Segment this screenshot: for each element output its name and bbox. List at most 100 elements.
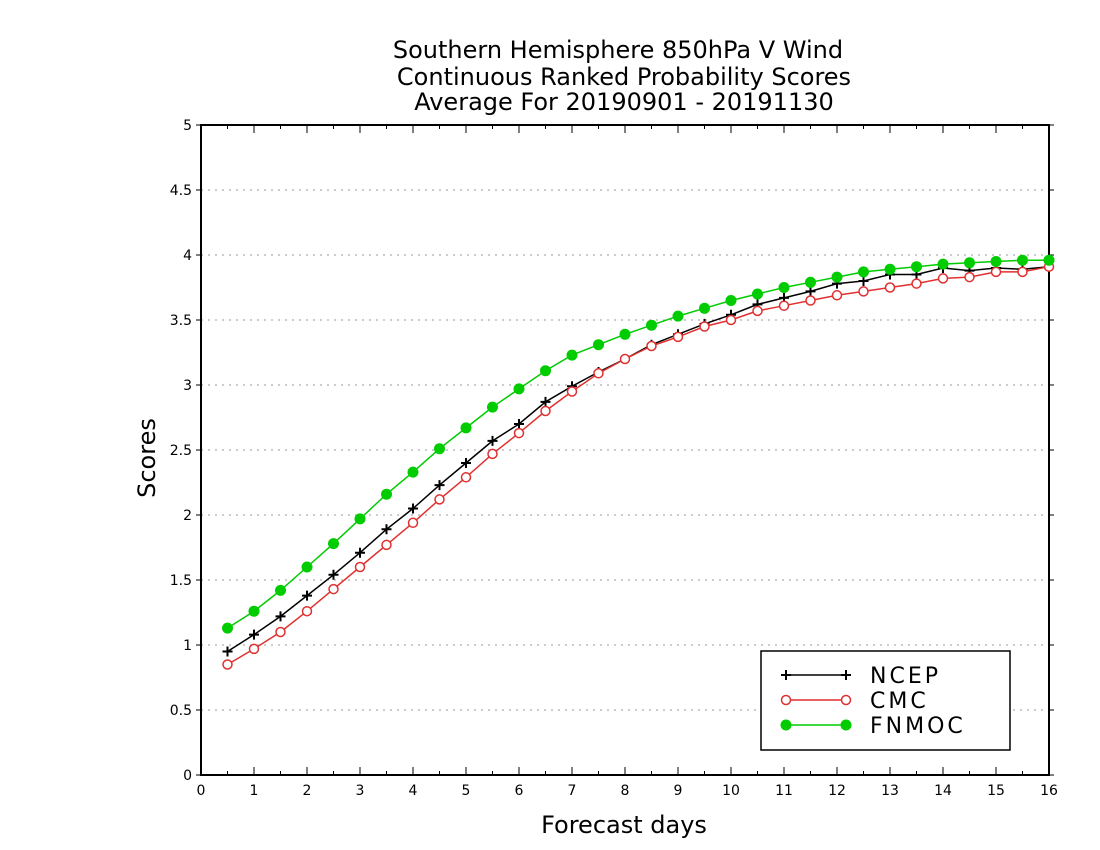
x-tick-label: 4: [409, 783, 418, 799]
data-point-fnmoc: [381, 488, 392, 500]
data-point-fnmoc: [328, 538, 339, 550]
data-point-cmc: [937, 273, 949, 284]
legend-label-ncep: NCEP: [870, 664, 941, 689]
data-point-cmc: [990, 266, 1002, 278]
chart-title: Southern Hemisphere 850hPa V Wind Contin…: [393, 36, 851, 116]
data-point-cmc: [222, 659, 233, 670]
x-tick-label: 0: [197, 783, 206, 799]
series-lines: [222, 254, 1055, 670]
data-point-ncep: [275, 611, 286, 622]
data-point-fnmoc: [540, 365, 551, 377]
data-point-fnmoc: [275, 584, 286, 596]
x-tick-label: 3: [356, 783, 365, 799]
series-line-fnmoc: [227, 259, 1049, 629]
data-point-cmc: [699, 321, 710, 332]
data-point-cmc: [540, 405, 551, 417]
data-point-cmc: [964, 271, 975, 283]
data-point-ncep: [302, 590, 312, 601]
legend-label-cmc: CMC: [870, 689, 929, 714]
x-tick-label: 11: [775, 783, 793, 799]
data-point-cmc: [328, 583, 339, 595]
data-point-cmc: [619, 353, 631, 365]
data-point-cmc: [434, 494, 445, 505]
series-line-ncep: [227, 265, 1050, 653]
data-point-cmc: [672, 331, 684, 343]
x-tick-label: 12: [828, 783, 846, 799]
data-point-fnmoc: [805, 276, 816, 288]
data-point-ncep: [461, 458, 471, 468]
data-point-cmc: [354, 561, 366, 573]
x-axis-label: Forecast days: [541, 811, 707, 839]
data-point-fnmoc: [460, 422, 472, 434]
y-axis-label: Scores: [133, 418, 161, 498]
data-point-fnmoc: [407, 466, 419, 478]
data-point-fnmoc: [354, 513, 366, 525]
data-point-cmc: [858, 286, 869, 297]
x-tick-label: 1: [250, 783, 259, 799]
x-tick-label: 13: [881, 783, 899, 799]
data-point-ncep: [540, 396, 551, 407]
data-point-ncep: [514, 419, 524, 429]
data-point-fnmoc: [434, 443, 445, 455]
data-point-fnmoc: [911, 261, 922, 273]
data-point-ncep: [858, 276, 869, 286]
chart-title-line-3: Average For 20190901 - 20191130: [414, 88, 834, 116]
data-point-fnmoc: [513, 383, 525, 395]
data-point-cmc: [275, 626, 286, 638]
x-tick-label: 8: [621, 783, 630, 799]
data-point-fnmoc: [699, 302, 710, 314]
data-point-ncep: [408, 503, 418, 514]
data-point-cmc: [407, 517, 419, 529]
y-tick-label: 1: [183, 638, 192, 654]
series-fnmoc: [222, 254, 1055, 634]
data-point-cmc: [566, 386, 578, 397]
legend-marker-fnmoc: [780, 719, 792, 731]
data-point-cmc: [805, 295, 816, 306]
x-tick-label: 14: [934, 783, 952, 799]
data-point-cmc: [831, 290, 843, 301]
data-point-cmc: [248, 643, 260, 655]
data-point-fnmoc: [778, 282, 790, 293]
x-tick-label: 9: [674, 783, 683, 799]
data-point-fnmoc: [487, 401, 498, 413]
axes: 00.511.522.533.544.550 1 2 3 4 5 6 7 8 9 10 11 12 13 1…: [170, 118, 1058, 799]
data-point-cmc: [725, 314, 737, 326]
data-point-cmc: [513, 427, 525, 439]
chart-title-line-1: Southern Hemisphere 850hPa V Wind: [393, 36, 843, 64]
legend-marker-fnmoc: [840, 719, 852, 731]
data-point-cmc: [911, 278, 922, 289]
data-point-ncep: [328, 569, 339, 580]
x-tick-label: 7: [568, 783, 577, 799]
data-point-fnmoc: [858, 266, 869, 278]
y-tick-label: 2.5: [170, 443, 192, 459]
data-point-fnmoc: [301, 561, 313, 573]
data-point-fnmoc: [646, 319, 657, 331]
data-point-cmc: [778, 300, 790, 311]
y-tick-label: 3.5: [170, 313, 192, 329]
y-tick-label: 0: [183, 768, 192, 784]
data-point-ncep: [249, 629, 259, 640]
data-point-fnmoc: [831, 271, 843, 283]
series-cmc: [222, 261, 1055, 670]
data-point-fnmoc: [937, 258, 949, 270]
y-tick-label: 5: [183, 118, 192, 134]
y-tick-label: 1.5: [170, 573, 192, 589]
data-point-cmc: [1017, 266, 1028, 278]
data-point-cmc: [646, 340, 657, 352]
x-tick-label: 15: [987, 783, 1005, 799]
y-tick-label: 3: [183, 378, 192, 394]
chart-title-line-2: Continuous Ranked Probability Scores: [397, 63, 851, 91]
x-tick-label: 16: [1040, 783, 1058, 799]
series-ncep: [222, 261, 1054, 657]
x-tick-label: 5: [462, 783, 471, 799]
data-point-fnmoc: [964, 257, 975, 269]
legend-marker-cmc: [840, 694, 852, 706]
data-point-fnmoc: [222, 622, 233, 634]
data-point-fnmoc: [593, 339, 604, 351]
data-point-cmc: [752, 305, 763, 317]
data-point-fnmoc: [248, 605, 260, 617]
data-point-fnmoc: [1017, 254, 1028, 266]
data-point-ncep: [487, 435, 498, 446]
